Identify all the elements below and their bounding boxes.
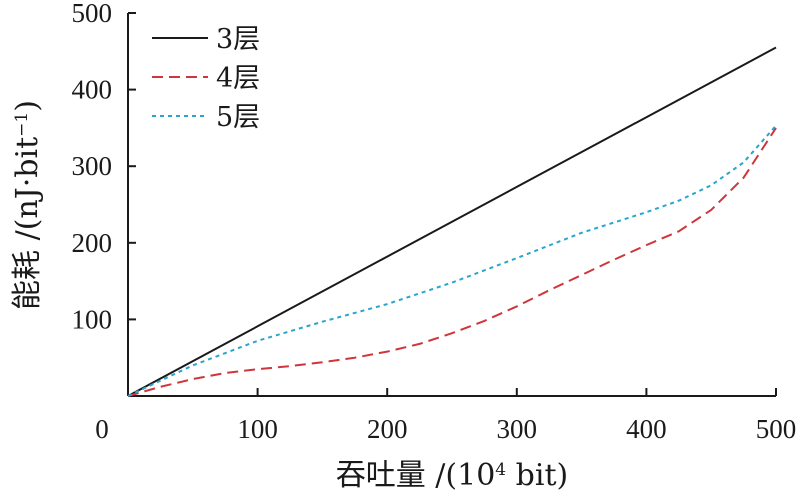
x-axis-title: 吞吐量 /(104 bit) [336,458,568,493]
y-axis-title-sup: −1 [12,112,32,137]
series-line [127,127,777,397]
y-tick-label: 300 [72,151,113,181]
legend-label: 4层 [216,63,260,94]
x-tick-label: 400 [626,414,667,444]
y-axis-title: 能耗 /(nJ·bit−1) [10,100,45,310]
series-layer [127,46,777,397]
y-axis-title-prefix: 能耗 /(nJ·bit [10,137,45,310]
series-line [127,124,777,397]
x-tick-label: 500 [756,414,797,444]
x-tick-label: 0 [95,414,109,444]
x-ticks: 0 100 200 300 400 500 [95,388,796,444]
x-axis-title-prefix: 吞吐量 /(10 [336,458,496,493]
x-axis-title-suffix: bit) [506,458,568,493]
legend: 3层 4层 5层 [152,24,260,133]
legend-label: 3层 [216,24,260,55]
y-tick-label: 400 [72,75,113,105]
y-tick-label: 500 [72,0,113,28]
y-axis-title-suffix: ) [10,100,45,112]
axes [127,13,776,397]
y-ticks: 100 200 300 400 500 [72,0,136,334]
y-tick-label: 200 [72,228,113,258]
x-tick-label: 300 [497,414,538,444]
series-line [127,46,777,397]
x-axis-title-sup: 4 [495,460,506,480]
y-tick-label: 100 [72,304,113,334]
x-tick-label: 100 [237,414,278,444]
x-tick-label: 200 [367,414,408,444]
legend-label: 5层 [216,102,260,133]
